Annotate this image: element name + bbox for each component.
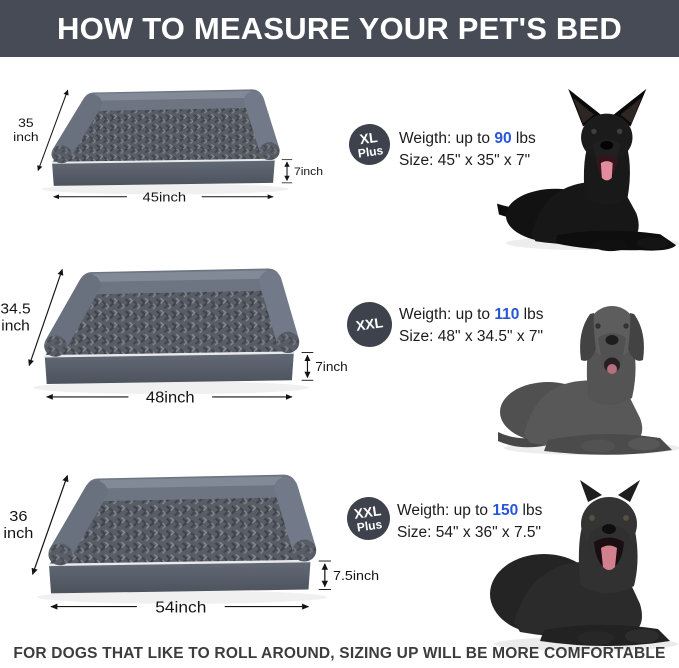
bed-photo: [36, 474, 327, 604]
bed-photo: [33, 268, 310, 395]
width-label: 54inch: [155, 598, 206, 616]
weight-line: Weigth: up to 110 lbs: [399, 304, 544, 326]
weight-line: Weigth: up to 90 lbs: [399, 128, 536, 150]
width-label: 48inch: [146, 389, 195, 407]
page-title: HOW TO MEASURE YOUR PET'S BED: [57, 10, 622, 46]
badge-plus-text: Plus: [355, 516, 384, 535]
height-label: 7inch: [315, 359, 348, 374]
bed-illustration-xl-plus: 35 inch 45inch 7inch: [13, 89, 323, 204]
size-line: Size: 54" x 36" x 7.5": [397, 524, 542, 541]
width-label: 45inch: [143, 189, 187, 204]
dimension-lines: [28, 268, 314, 400]
depth-unit-label: inch: [13, 130, 39, 144]
weight-prefix: Weigth: up to: [399, 130, 495, 147]
size-badge-xl-plus: XL Plus: [346, 121, 393, 168]
badge-plus-text: Plus: [356, 142, 385, 161]
weight-suffix: lbs: [518, 502, 543, 519]
dog-photo-great-dane: [498, 306, 679, 455]
bed-photo: [41, 89, 289, 195]
footer-note: FOR DOGS THAT LIKE TO ROLL AROUND, SIZIN…: [13, 645, 666, 662]
dimension-lines: [31, 474, 331, 610]
dog-photo-cane-corso: [490, 480, 678, 651]
depth-value-label: 34.5: [0, 301, 30, 318]
size-line: Size: 45" x 35" x 7": [399, 152, 531, 169]
dimension-lines: [37, 89, 293, 200]
weight-line: Weigth: up to 150 lbs: [397, 500, 542, 522]
depth-value-label: 35: [18, 116, 33, 130]
depth-unit-label: inch: [1, 318, 30, 335]
depth-unit-label: inch: [3, 526, 33, 542]
header-bar: HOW TO MEASURE YOUR PET'S BED: [0, 0, 679, 57]
badge-size-text: XXL: [354, 314, 385, 334]
height-label: 7inch: [294, 167, 323, 178]
size-line: Size: 48" x 34.5" x 7": [399, 328, 544, 345]
weight-value: 150: [492, 502, 519, 519]
weight-value: 110: [494, 306, 520, 323]
dog-photo-german-shepherd: [496, 88, 679, 252]
weight-value: 90: [494, 130, 512, 147]
height-label: 7.5inch: [333, 568, 379, 582]
weight-suffix: lbs: [511, 130, 536, 147]
spec-block-xxl: Weigth: up to 110 lbs Size: 48" x 34.5" …: [399, 304, 544, 348]
bed-illustration-xxl-plus: 36 inch 54inch 7.5inch: [3, 474, 379, 616]
depth-value-label: 36: [9, 509, 27, 525]
weight-prefix: Weigth: up to: [399, 306, 495, 323]
spec-block-xl-plus: Weigth: up to 90 lbs Size: 45" x 35" x 7…: [399, 128, 536, 172]
spec-block-xxl-plus: Weigth: up to 150 lbs Size: 54" x 36" x …: [397, 500, 542, 544]
bed-illustration-xxl: 34.5 inch 48inch 7inch: [0, 268, 348, 407]
weight-suffix: lbs: [519, 306, 544, 323]
weight-prefix: Weigth: up to: [397, 502, 493, 519]
